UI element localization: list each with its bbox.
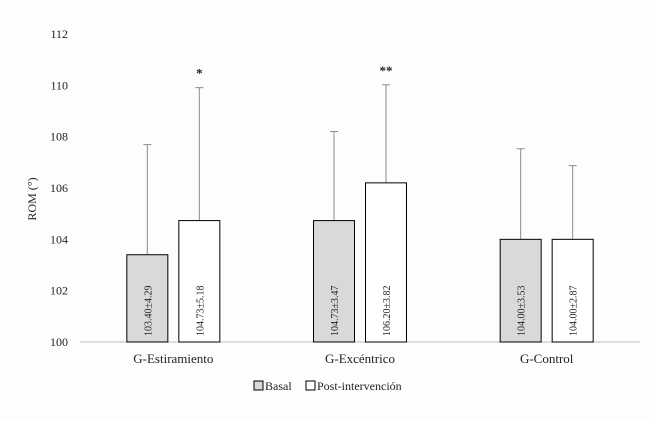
legend-label: Basal — [265, 379, 292, 393]
y-axis-title: ROM (°) — [25, 177, 39, 220]
x-tick-label: G-Estiramiento — [133, 351, 213, 366]
significance-marker: * — [196, 66, 203, 81]
bars: 103.40±4.29 104.73±5.18 * 104.73±3.47 106.20… — [126, 63, 594, 343]
bar — [551, 238, 594, 343]
bar-value-label: 104.00±2.87 — [569, 286, 580, 337]
y-tick-label: 106 — [50, 181, 68, 195]
bar — [313, 220, 355, 343]
legend-label: Post-intervención — [317, 379, 402, 393]
bar-value-label: 104.73±3.47 — [330, 286, 341, 337]
y-tick-label: 100 — [50, 335, 68, 349]
bar-value-label: 104.73±5.18 — [195, 286, 206, 337]
y-tick-label: 102 — [50, 284, 68, 298]
y-tick-label: 104 — [50, 232, 68, 246]
bar — [365, 182, 407, 343]
y-axis-ticks: 100 102 104 106 108 110 112 — [50, 27, 68, 349]
significance-marker: ** — [380, 63, 393, 78]
bar-value-label: 106.20±3.82 — [382, 286, 393, 337]
bar-value-label: 104.00±3.53 — [517, 286, 528, 337]
y-tick-label: 110 — [50, 78, 68, 92]
legend-swatch — [305, 380, 316, 391]
bar — [178, 220, 221, 343]
bar — [499, 238, 542, 343]
bar — [126, 254, 169, 343]
y-tick-label: 108 — [50, 130, 68, 144]
x-axis-labels: G-Estiramiento G-Excéntrico G-Control — [133, 351, 574, 366]
bar-value-label: 103.40±4.29 — [143, 286, 154, 337]
x-tick-label: G-Excéntrico — [325, 351, 395, 366]
y-tick-label: 112 — [50, 27, 68, 41]
legend: Basal Post-intervención — [253, 379, 402, 393]
x-tick-label: G-Control — [520, 351, 574, 366]
legend-swatch — [253, 380, 264, 391]
